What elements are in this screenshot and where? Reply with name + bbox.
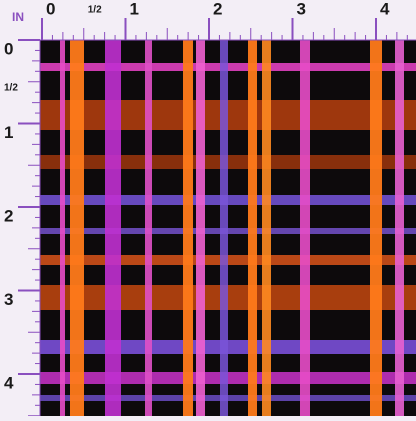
left-ruler-label: 2	[4, 206, 13, 225]
vertical-stripe	[248, 40, 257, 416]
top-ruler-label: 1	[130, 0, 139, 18]
vertical-stripe	[70, 40, 84, 416]
vertical-stripe	[220, 40, 228, 416]
vertical-stripe	[370, 40, 382, 416]
vertical-stripe	[196, 40, 205, 416]
vertical-stripe	[395, 40, 404, 416]
vertical-stripe	[145, 40, 152, 416]
left-ruler-label: 0	[4, 39, 13, 58]
top-ruler-label: 1/2	[88, 5, 102, 16]
top-ruler-label: 0	[46, 0, 55, 18]
vertical-stripe	[262, 40, 271, 416]
ruler-ticks	[18, 18, 416, 417]
left-ruler-label: 1/2	[4, 82, 18, 93]
top-ruler-label: 3	[297, 0, 306, 18]
left-ruler-label: 4	[4, 373, 14, 392]
vertical-stripe	[300, 40, 310, 416]
vertical-stripe	[105, 40, 121, 416]
top-ruler-label: 2	[213, 0, 222, 18]
vertical-stripe	[60, 40, 65, 416]
top-ruler-label: 4	[380, 0, 390, 18]
left-ruler-label: 3	[4, 290, 13, 309]
left-ruler-label: 1	[4, 123, 13, 142]
unit-label: IN	[12, 10, 24, 24]
vertical-stripe	[183, 40, 193, 416]
plaid-pattern	[40, 40, 416, 416]
